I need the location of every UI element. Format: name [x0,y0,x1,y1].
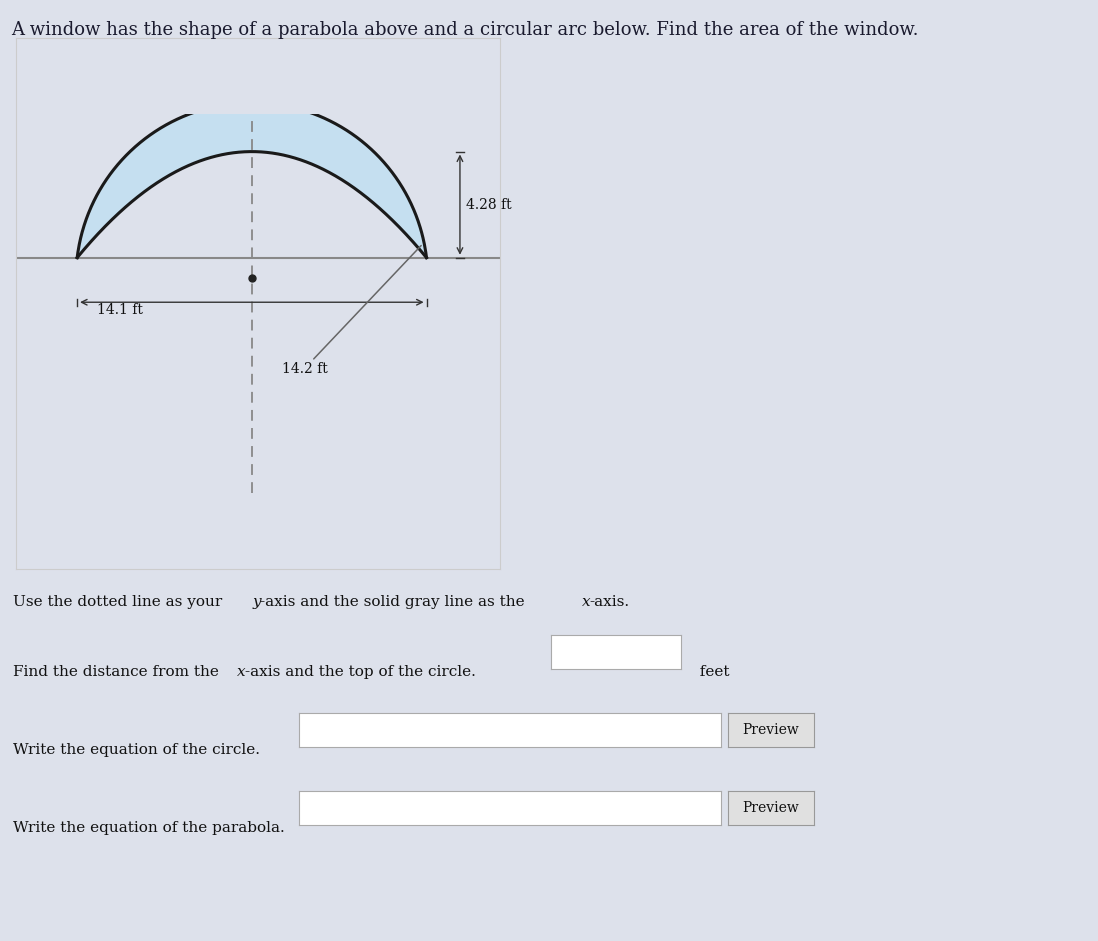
Text: Write the equation of the parabola.: Write the equation of the parabola. [13,821,284,836]
Text: feet: feet [690,665,729,679]
Text: -axis.: -axis. [590,595,630,609]
Text: Use the dotted line as your: Use the dotted line as your [13,595,227,609]
Text: Find the distance from the: Find the distance from the [13,665,224,679]
Text: 4.28 ft: 4.28 ft [467,198,512,212]
Text: y: y [253,595,261,609]
Text: Write the equation of the circle.: Write the equation of the circle. [13,743,260,758]
Text: A window has the shape of a parabola above and a circular arc below. Find the ar: A window has the shape of a parabola abo… [11,21,919,39]
Text: Preview: Preview [742,802,799,815]
Polygon shape [77,103,426,258]
Text: -axis and the solid gray line as the: -axis and the solid gray line as the [260,595,529,609]
Text: -axis and the top of the circle.: -axis and the top of the circle. [245,665,475,679]
Text: 14.2 ft: 14.2 ft [281,246,422,375]
Text: 14.1 ft: 14.1 ft [97,303,143,317]
Text: x: x [582,595,591,609]
Text: Preview: Preview [742,724,799,737]
Text: x: x [237,665,246,679]
